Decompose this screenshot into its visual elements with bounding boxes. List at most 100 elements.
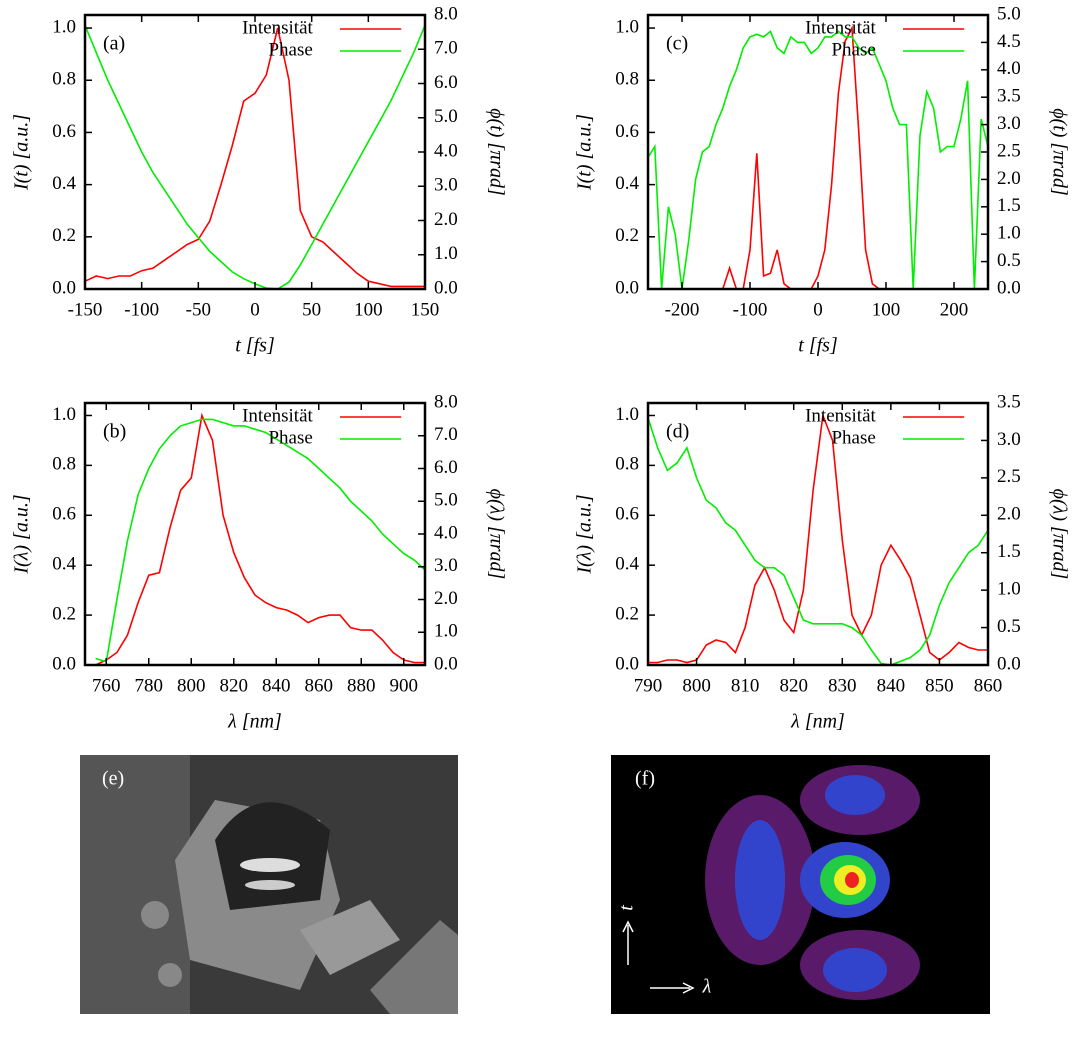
panel-label: (b) (103, 421, 126, 443)
plot-frame (646, 401, 990, 667)
y2-tick-label: 1.5 (997, 195, 1021, 216)
arrow-head (622, 920, 634, 933)
legend-label: Phase (831, 39, 875, 60)
y-tick-label: 0.6 (615, 504, 639, 525)
legend-label: Intensität (805, 17, 876, 38)
y-tick-label: 0.4 (52, 554, 76, 575)
y-tick-label: 0.2 (615, 225, 639, 246)
plot-frame (83, 401, 427, 667)
y2-tick-label: 0.5 (997, 250, 1021, 271)
y-tick-label: 0.2 (615, 603, 639, 624)
y-tick-label: 0.8 (615, 69, 639, 90)
chart-panel: 790 800 810 820 830 840 850 8600.00.20.40.60.81… (574, 391, 1071, 732)
y-tick-label: 0.0 (615, 277, 639, 298)
blob (735, 820, 785, 940)
y2-axis-label: ϕ(λ) [πrad] (485, 489, 507, 580)
x-tick-label: 840 (877, 675, 906, 696)
x-axis-label: t [fs] (235, 335, 274, 357)
y-axis-label: I(t) [a.u.] (11, 114, 33, 191)
y2-tick-label: 1.0 (434, 621, 458, 642)
x-tick-label: 50 (302, 299, 321, 320)
arrow-head (682, 982, 695, 994)
reflection (240, 858, 300, 872)
y2-tick-label: 6.0 (434, 457, 458, 478)
panel-label: (c) (666, 33, 688, 55)
y2-tick-label: 2.5 (997, 466, 1021, 487)
y2-tick-label: 4.0 (434, 140, 458, 161)
y2-tick-label: 0.0 (997, 653, 1021, 674)
y-axis-label: I(λ) [a.u.] (574, 494, 596, 574)
y2-axis-label: ϕ(t) [πrad] (1048, 108, 1070, 196)
y-tick-label: 0.0 (52, 277, 76, 298)
x-tick-label: -50 (186, 299, 211, 320)
grating (215, 802, 330, 910)
screw (158, 963, 182, 987)
y2-axis-label: ϕ(λ) [πrad] (1048, 489, 1070, 580)
chart-panel: -200 -100 0 100 200 0.0 0.2 0.4 0.6 0.8 1.0 0.0 0.5 1… (574, 3, 1071, 356)
x-tick-label: 800 (682, 675, 711, 696)
y2-tick-label: 4.5 (997, 31, 1021, 52)
x-tick-label: 0 (250, 299, 260, 320)
holder (370, 920, 458, 1014)
x-tick-label: -150 (68, 299, 103, 320)
x-tick-label: 150 (411, 299, 440, 320)
series-line (85, 27, 425, 288)
x-tick-label: 820 (220, 675, 249, 696)
legend-label: Intensität (242, 405, 313, 426)
series-line (648, 25, 988, 289)
y-tick-label: 0.8 (615, 454, 639, 475)
series-line (648, 417, 988, 665)
y2-tick-label: 0.0 (434, 653, 458, 674)
x-tick-label: 0 (813, 299, 823, 320)
series-line (85, 24, 425, 289)
y2-tick-label: 5.0 (434, 106, 458, 127)
y2-tick-label: 3.0 (434, 175, 458, 196)
x-tick-label: 780 (135, 675, 164, 696)
legend-label: Intensität (242, 17, 313, 38)
x-tick-label: 850 (925, 675, 954, 696)
y-tick-label: 0.6 (615, 121, 639, 142)
y2-tick-label: 0.0 (997, 277, 1021, 298)
chart-panel: 760 780 800 820 840 860 880 900 0.0 0.2 0.4 0.6 0.8 1… (11, 391, 508, 732)
legend-label: Phase (268, 427, 312, 448)
plot-frame (646, 13, 990, 291)
x-tick-label: 200 (940, 299, 969, 320)
y2-tick-label: 1.0 (997, 579, 1021, 600)
x-tick-label: 800 (177, 675, 206, 696)
series-line (648, 30, 988, 289)
y-tick-label: 1.0 (615, 404, 639, 425)
x-tick-label: 900 (390, 675, 419, 696)
x-tick-label: 860 (305, 675, 334, 696)
y-tick-label: 0.8 (52, 454, 76, 475)
y2-tick-label: 5.0 (997, 3, 1021, 24)
y2-tick-label: 2.5 (997, 140, 1021, 161)
x-tick-label: 100 (872, 299, 901, 320)
y-tick-label: 1.0 (52, 404, 76, 425)
y2-tick-label: 3.0 (997, 113, 1021, 134)
y2-tick-label: 2.0 (997, 168, 1021, 189)
axis-t: t (616, 905, 638, 911)
x-tick-label: 830 (828, 675, 857, 696)
panel-label: (e) (102, 768, 124, 790)
x-tick-label: 880 (347, 675, 376, 696)
y-tick-label: 0.4 (615, 173, 639, 194)
series-line (648, 415, 988, 664)
x-axis-label: λ [nm] (790, 711, 845, 733)
y2-tick-label: 3.0 (997, 429, 1021, 450)
x-tick-label: -100 (733, 299, 768, 320)
chart-panel: -150 -100 -50 0 50 100 1500.00.20.40.60.81.00.… (11, 3, 508, 356)
panel-label: (d) (666, 421, 689, 443)
x-tick-label: 840 (262, 675, 291, 696)
y2-tick-label: 2.0 (434, 209, 458, 230)
y-tick-label: 0.4 (52, 173, 76, 194)
y2-tick-label: 4.0 (434, 522, 458, 543)
y2-tick-label: 1.0 (434, 243, 458, 264)
x-tick-label: 820 (779, 675, 808, 696)
y-tick-label: 0.6 (52, 121, 76, 142)
y-tick-label: 0.8 (52, 69, 76, 90)
y2-tick-label: 0.0 (434, 277, 458, 298)
y-tick-label: 0.2 (52, 225, 76, 246)
y2-tick-label: 8.0 (434, 391, 458, 412)
x-tick-label: 100 (354, 299, 383, 320)
